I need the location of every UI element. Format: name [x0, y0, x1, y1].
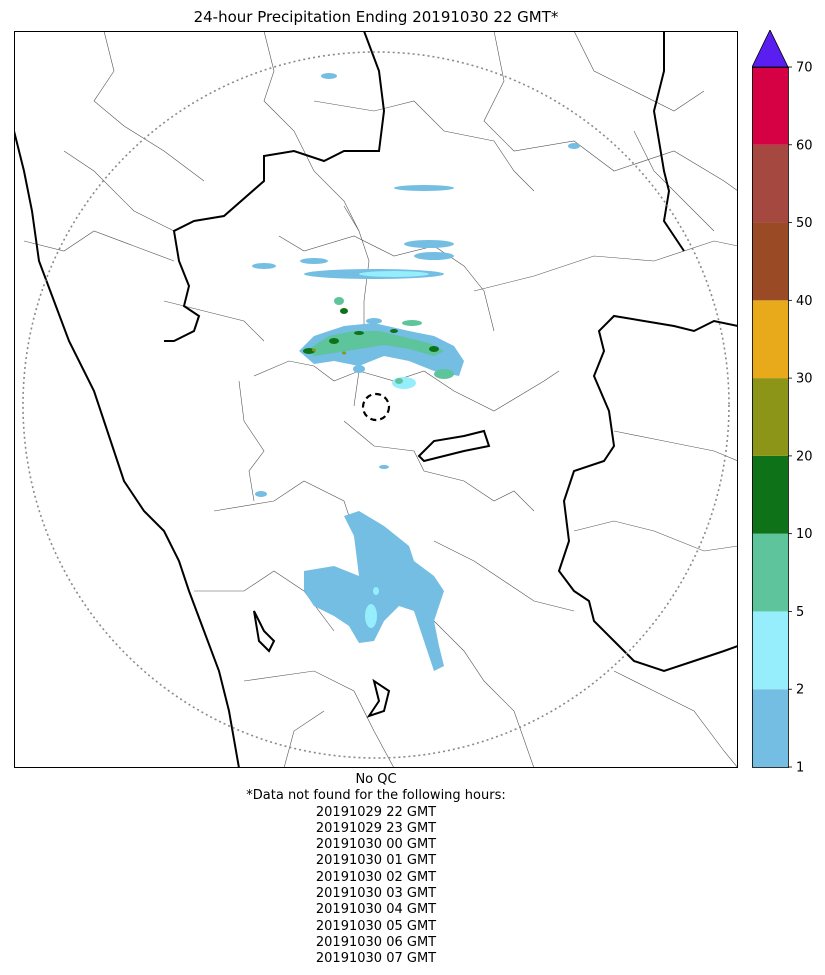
- missing-data-header: *Data not found for the following hours:: [246, 788, 506, 804]
- map-footer: No QC *Data not found for the following …: [14, 772, 738, 968]
- colorbar-band: [752, 455, 788, 534]
- qc-status: No QC: [355, 772, 397, 787]
- colorbar-band: [752, 222, 788, 301]
- district-boundaries: [23, 31, 738, 768]
- colorbar-tick-label: 50: [796, 216, 813, 231]
- colorbar-band: [752, 611, 788, 690]
- missing-hour-item: 20191030 01 GMT: [315, 853, 437, 869]
- radar-range-ring: [22, 51, 730, 759]
- missing-hour-item: 20191030 07 GMT: [315, 951, 437, 967]
- radar-map: [14, 31, 738, 768]
- colorbar-tick-label: 10: [796, 527, 813, 542]
- colorbar-band: [752, 689, 788, 767]
- missing-hour-item: 20191029 22 GMT: [315, 804, 437, 820]
- colorbar-band: [752, 300, 788, 379]
- colorbar-overflow-arrow: [751, 29, 789, 68]
- colorbar-tick-label: 30: [796, 372, 813, 387]
- radar-site-marker: [361, 392, 391, 422]
- missing-hour-item: 20191030 04 GMT: [315, 902, 437, 918]
- missing-hour-item: 20191030 02 GMT: [315, 869, 437, 885]
- missing-hour-item: 20191029 23 GMT: [315, 820, 437, 836]
- map-title: 24-hour Precipitation Ending 20191030 22…: [193, 8, 559, 26]
- colorbar-band: [752, 378, 788, 456]
- colorbar-tick-label: 2: [796, 683, 804, 698]
- colorbar-tick-label: 60: [796, 138, 813, 153]
- colorbar-tick-label: 5: [796, 605, 804, 620]
- colorbar-tick-label: 40: [796, 294, 813, 309]
- missing-hour-item: 20191030 05 GMT: [315, 918, 437, 934]
- missing-hour-item: 20191030 00 GMT: [315, 837, 437, 853]
- missing-hour-item: 20191030 03 GMT: [315, 886, 437, 902]
- colorbar-tick-label: 70: [796, 61, 813, 76]
- colorbar-tick-label: 1: [796, 761, 804, 776]
- colorbar: 1 2 5 10 20 30 40 50 60 70: [751, 29, 825, 784]
- colorbar-band: [752, 533, 788, 612]
- state-boundaries: [14, 31, 738, 768]
- colorbar-band: [752, 67, 788, 145]
- colorbar-band: [752, 144, 788, 223]
- colorbar-tick-label: 20: [796, 449, 813, 464]
- missing-hour-item: 20191030 06 GMT: [315, 934, 437, 950]
- precipitation-field: [252, 73, 580, 671]
